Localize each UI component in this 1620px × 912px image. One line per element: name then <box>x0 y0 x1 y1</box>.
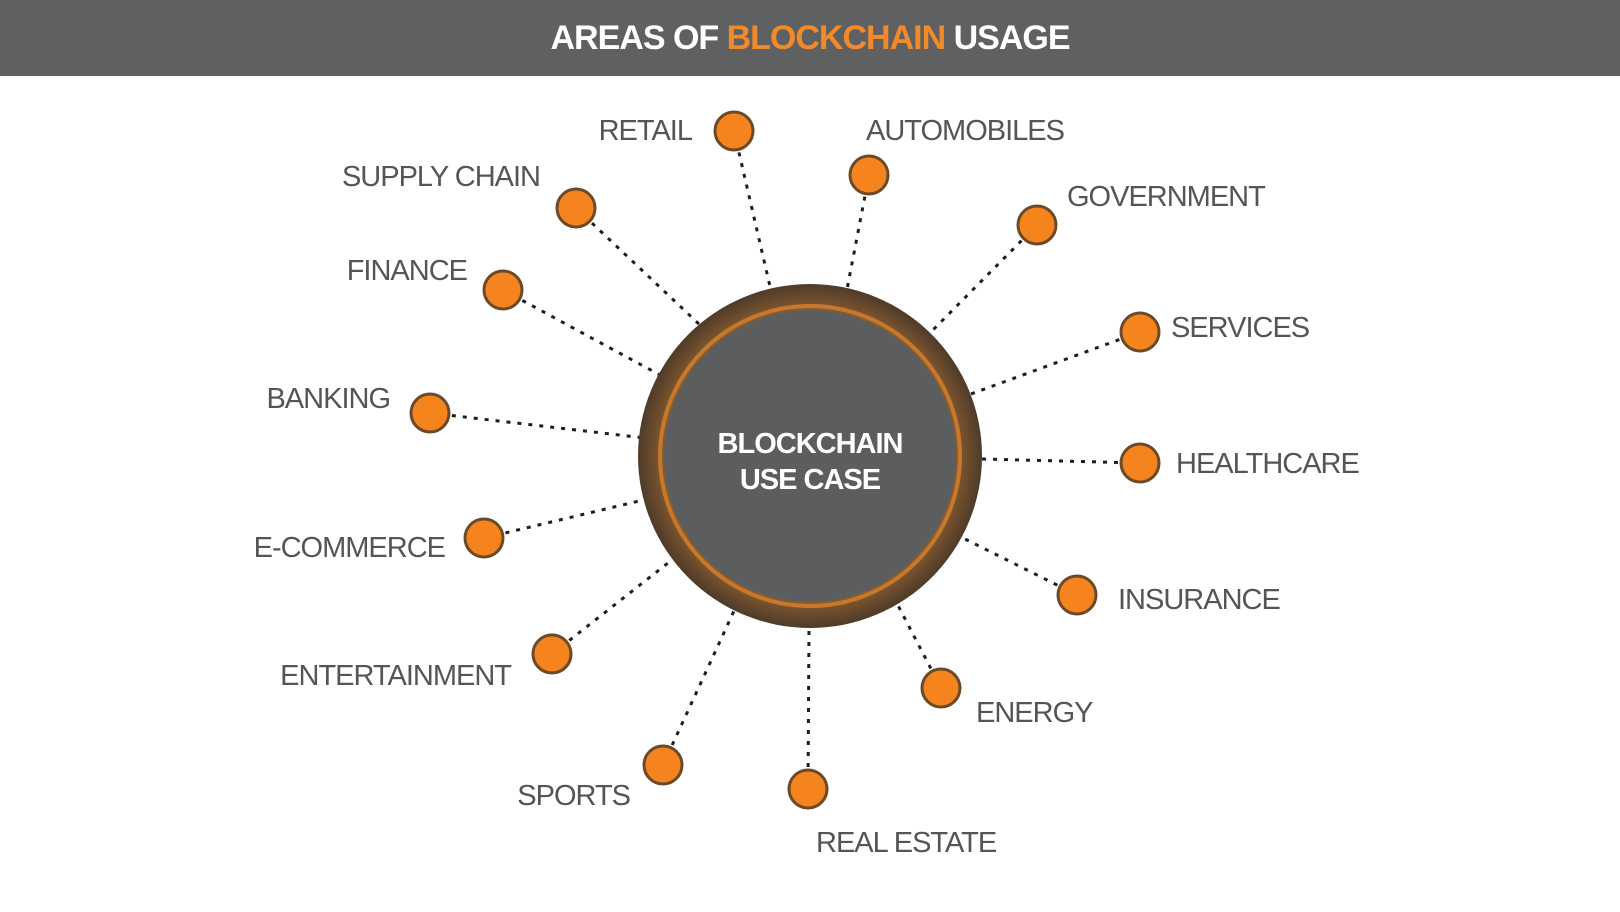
connector-government <box>923 223 1039 340</box>
connector-finance <box>502 288 661 377</box>
node-banking <box>409 392 451 434</box>
connector-supply-chain <box>574 206 702 327</box>
connector-real-estate <box>806 627 811 790</box>
node-supply-chain <box>555 187 597 229</box>
label-retail: RETAIL <box>599 115 693 147</box>
node-entertainment <box>531 633 573 675</box>
hub-label-line1: BLOCKCHAIN <box>718 428 903 460</box>
connector-insurance <box>954 532 1078 597</box>
connector-sports <box>661 599 741 766</box>
label-sports: SPORTS <box>517 780 630 812</box>
connector-retail <box>732 130 777 309</box>
connector-services <box>959 330 1141 400</box>
node-energy <box>920 667 962 709</box>
label-finance: FINANCE <box>347 255 468 287</box>
node-real-estate <box>787 768 829 810</box>
node-government <box>1016 204 1058 246</box>
label-energy: ENERGY <box>976 697 1093 729</box>
connector-entertainment <box>551 550 683 656</box>
area-nodes <box>409 110 1161 810</box>
title-bar: AREAS OF BLOCKCHAIN USAGE <box>0 0 1620 76</box>
node-retail <box>713 110 755 152</box>
hub-core <box>664 310 956 602</box>
connector-banking <box>429 411 646 440</box>
node-e-commerce <box>463 517 505 559</box>
label-banking: BANKING <box>266 383 390 415</box>
title-suffix: USAGE <box>945 18 1071 57</box>
connector-automobiles <box>842 174 871 306</box>
page-title: AREAS OF BLOCKCHAIN USAGE <box>550 18 1071 58</box>
connector-healthcare <box>981 457 1141 465</box>
label-e-commerce: E-COMMERCE <box>254 532 446 564</box>
label-insurance: INSURANCE <box>1118 584 1280 616</box>
node-insurance <box>1056 574 1098 616</box>
node-sports <box>642 744 684 786</box>
node-finance <box>482 269 524 311</box>
title-prefix: AREAS OF <box>550 18 727 57</box>
node-services <box>1119 311 1161 353</box>
label-automobiles: AUTOMOBILES <box>866 115 1065 147</box>
label-supply-chain: SUPPLY CHAIN <box>342 161 540 193</box>
label-services: SERVICES <box>1171 312 1310 344</box>
connector-e-commerce <box>483 495 657 540</box>
connector-lines <box>429 130 1141 790</box>
label-entertainment: ENTERTAINMENT <box>280 660 512 692</box>
center-hub: BLOCKCHAIN USE CASE <box>638 284 982 628</box>
area-labels: RETAIL AUTOMOBILES GOVERNMENT SERVICES HEALT… <box>254 115 1361 859</box>
label-government: GOVERNMENT <box>1067 181 1266 213</box>
title-accent: BLOCKCHAIN <box>726 18 947 57</box>
label-real-estate: REAL ESTATE <box>816 827 997 859</box>
hub-label-line2: USE CASE <box>740 464 881 496</box>
connector-energy <box>888 589 943 689</box>
node-automobiles <box>848 154 890 196</box>
label-healthcare: HEALTHCARE <box>1176 448 1359 480</box>
hub-inner-ring <box>658 304 962 608</box>
node-healthcare <box>1119 442 1161 484</box>
